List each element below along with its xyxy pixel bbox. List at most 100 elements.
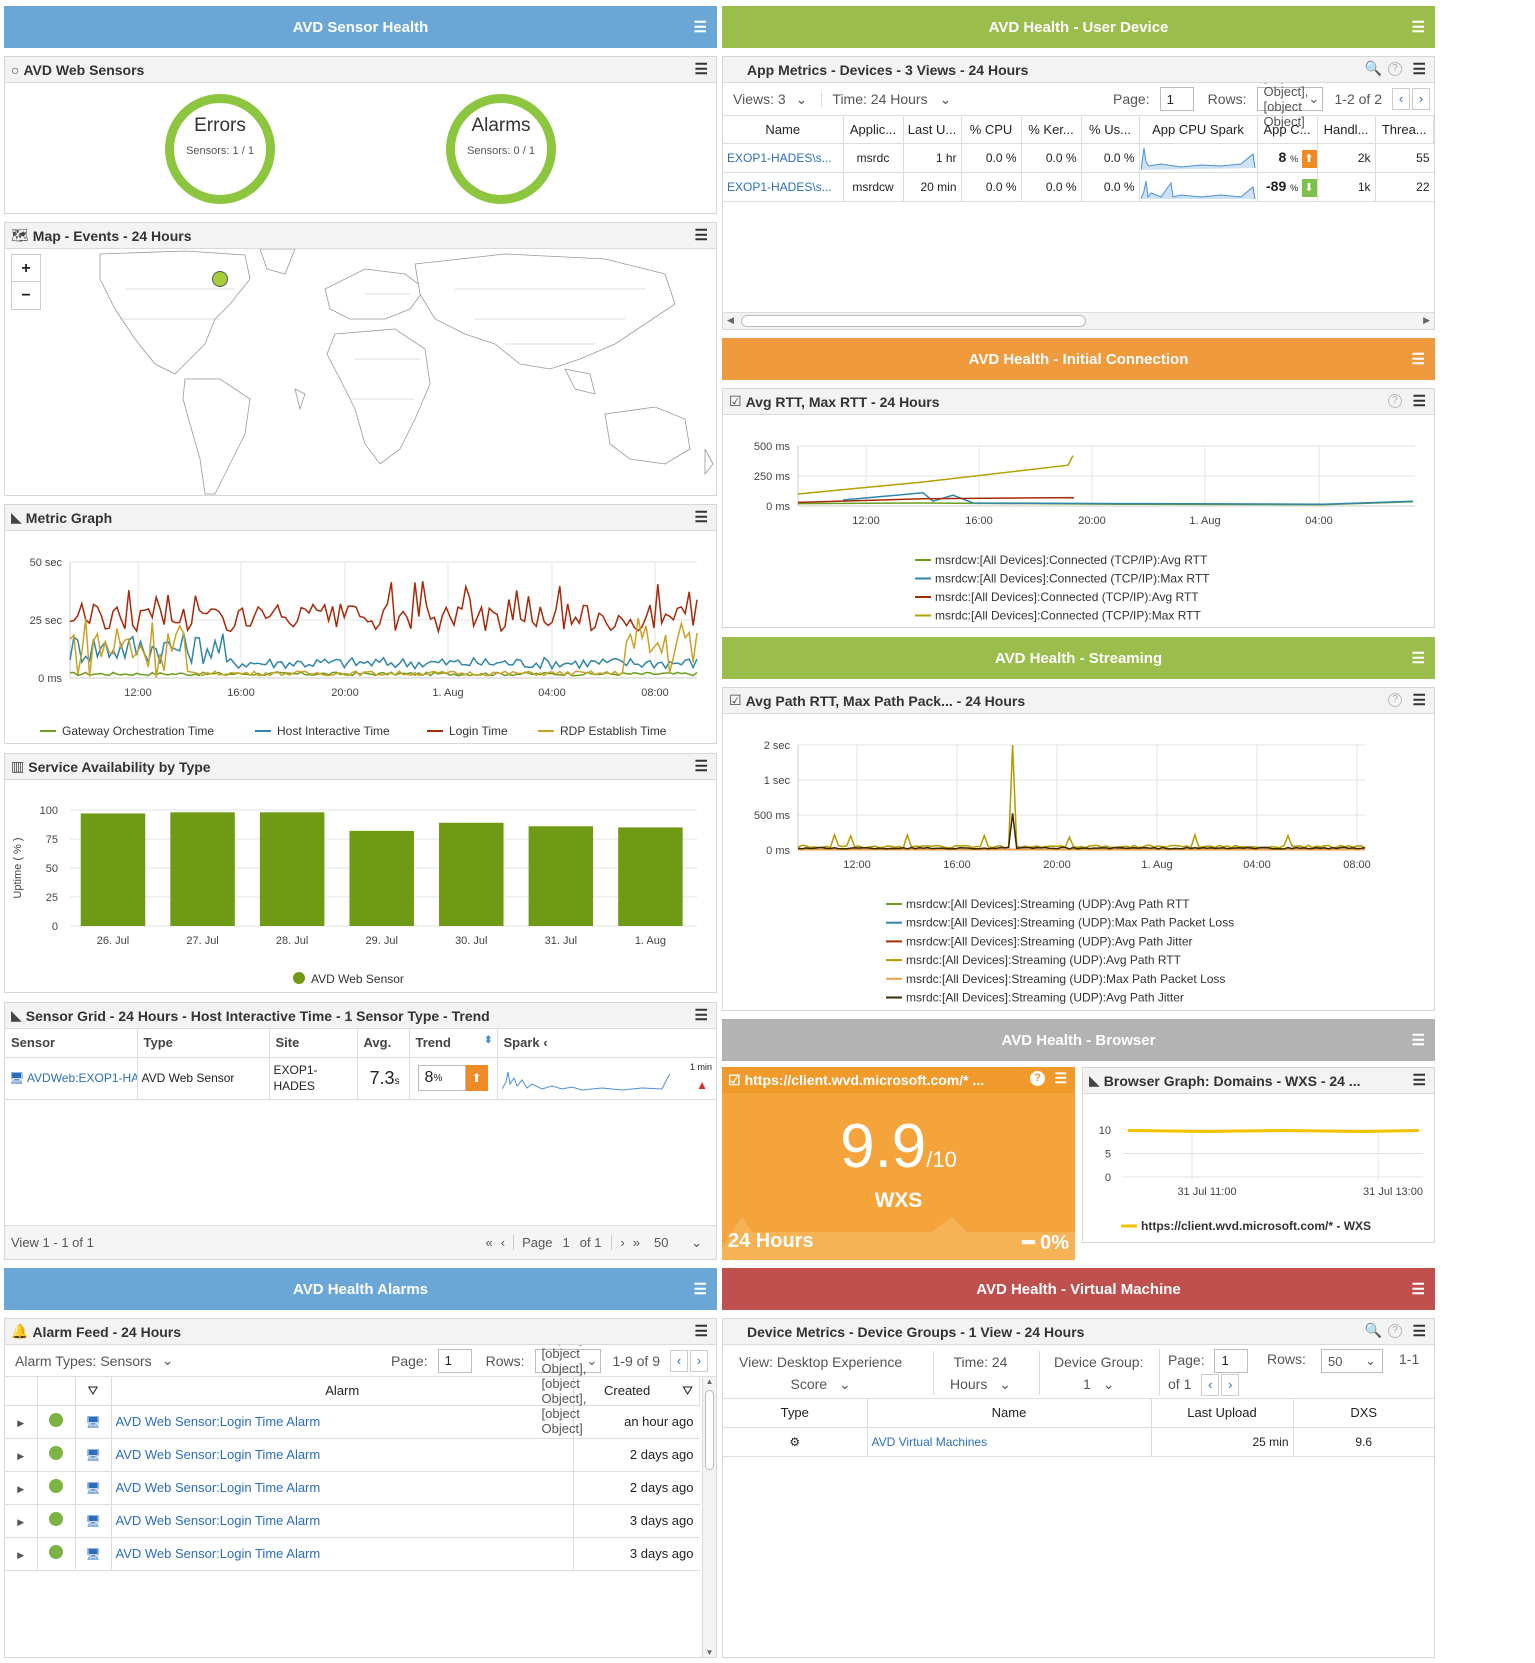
column-header[interactable]: ⛛ [75,1377,112,1406]
scroll-left-icon[interactable]: ◀ [727,315,734,325]
search-icon[interactable]: 🔍 [1364,1322,1382,1338]
table-row[interactable]: ▶ 🖥 AVD Web Sensor:Login Time Alarm 3 days … [5,1537,700,1571]
first-page-icon[interactable]: « [485,1235,493,1250]
prev-page-button[interactable]: ‹ [1201,1374,1220,1396]
table-row[interactable]: EXOP1-HADES\s... msrdc 1 hr 0.0 % 0.0 % 0.0 %… [723,143,1434,173]
path-chart[interactable]: 2 sec 1 sec 500 ms 0 ms 12:00 16:00 20:00 1. Au… [723,714,1434,1010]
time-select[interactable]: Time: 24 Hours ⌄ [933,1351,1011,1395]
chevron-down-icon[interactable]: ⌄ [161,1352,174,1368]
expand-icon[interactable]: ▶ [17,1516,25,1527]
column-header[interactable]: Name [723,115,844,144]
device-name-link[interactable]: EXOP1-HADES\s... [727,180,832,194]
alarm-link[interactable]: AVD Web Sensor:Login Time Alarm [115,1480,321,1495]
column-header[interactable]: Site [269,1029,358,1058]
page-input[interactable]: 1 [1159,87,1194,111]
menu-icon[interactable]: ☰ [694,1007,708,1024]
table-row[interactable]: EXOP1-HADES\s... msrdcw 20 min 0.0 % 0.0 % 0.… [723,172,1434,202]
alarms-gauge[interactable]: Alarms Sensors: 0 / 1 [446,94,556,204]
rows-select[interactable]: [object Object],[object Object],[object … [534,1319,601,1436]
column-header[interactable]: % Us... [1081,115,1140,144]
next-page-button[interactable]: › [1412,88,1430,110]
alarm-types-filter[interactable]: Alarm Types: Sensors [15,1352,152,1369]
menu-icon[interactable]: ☰ [1412,1323,1426,1340]
next-page-button[interactable]: › [1221,1374,1240,1396]
availability-chart[interactable]: 100 75 50 25 0 Uptime ( % ) 26. Jul 27. Jul 28. … [5,780,716,992]
time-select[interactable]: Time: 24 Hours [821,91,928,107]
menu-icon[interactable]: ☰ [1411,19,1425,36]
column-header[interactable]: App CPU Spark [1139,115,1258,144]
sensor-location-marker[interactable] [212,271,228,287]
column-header[interactable]: Applic... [843,115,904,144]
prev-page-icon[interactable]: ‹ [500,1235,506,1250]
prev-page-button[interactable]: ‹ [670,1349,688,1372]
expand-icon[interactable]: ▶ [17,1450,25,1461]
device-name-link[interactable]: EXOP1-HADES\s... [727,151,832,165]
page-input[interactable]: 1 [437,1348,472,1373]
column-header[interactable]: Last U... [903,115,962,144]
search-icon[interactable]: 🔍 [1364,60,1382,76]
filter-icon[interactable]: ⛛ [87,1382,99,1398]
world-map[interactable] [5,249,716,495]
expand-icon[interactable]: ▶ [17,1417,25,1428]
column-header[interactable]: Created ⛛ [573,1377,700,1406]
scroll-thumb[interactable] [705,1390,714,1470]
column-header[interactable]: App C... [1257,115,1318,144]
column-header[interactable]: Type [137,1029,270,1058]
column-header[interactable]: Name [867,1399,1152,1428]
sensor-link[interactable]: AVDWeb:EXOP1-HADES [26,1071,136,1085]
last-page-icon[interactable]: » [632,1235,640,1250]
device-group-link[interactable]: AVD Virtual Machines [871,1434,988,1449]
menu-icon[interactable]: ☰ [1412,393,1426,410]
alarm-link[interactable]: AVD Web Sensor:Login Time Alarm [115,1513,321,1528]
warning-icon[interactable]: ▲ [696,1077,708,1092]
expand-icon[interactable]: ▶ [17,1549,25,1560]
column-header[interactable]: Spark ‹ [497,1029,716,1058]
help-icon[interactable]: ? [1388,1324,1402,1338]
alarm-link[interactable]: AVD Web Sensor:Login Time Alarm [115,1546,321,1561]
chevron-down-icon[interactable]: ⌄ [939,90,952,107]
rows-select[interactable]: 50 ⌄ [1321,1349,1383,1373]
filter-icon[interactable]: ⛛ [682,1382,693,1398]
wxs-tile[interactable]: ☑ https://client.wvd.microsoft.com/* ... … [722,1067,1075,1260]
rows-select[interactable]: [object Object],[object Object]⌄ [1256,69,1323,129]
column-header[interactable]: Alarm [111,1377,574,1406]
menu-icon[interactable]: ☰ [693,1281,707,1298]
errors-gauge[interactable]: Errors Sensors: 1 / 1 [165,94,275,204]
scroll-up-icon[interactable]: ▲ [705,1377,714,1386]
column-header[interactable]: Handl... [1317,115,1376,144]
menu-icon[interactable]: ☰ [1412,1072,1426,1089]
sort-icon[interactable]: ⬍ [484,1035,493,1047]
page-input[interactable]: 1 [562,1235,570,1250]
menu-icon[interactable]: ☰ [1412,692,1426,709]
help-icon[interactable]: ? [1388,693,1402,707]
column-header[interactable]: Type [723,1399,868,1428]
table-row[interactable]: 🖥 AVDWeb:EXOP1-HADES AVD Web Sensor EXOP… [5,1057,716,1100]
column-header[interactable]: % CPU [961,115,1022,144]
expand-icon[interactable]: ▶ [17,1483,25,1494]
table-row[interactable]: ▶ 🖥 AVD Web Sensor:Login Time Alarm an hour… [5,1405,700,1439]
next-page-button[interactable]: › [690,1349,708,1372]
table-row[interactable]: ▶ 🖥 AVD Web Sensor:Login Time Alarm 2 days … [5,1438,700,1472]
metric-graph-chart[interactable]: 50 sec 25 sec 0 ms 12:00 16:00 20:00 1. Aug 04:… [5,531,716,743]
views-select[interactable]: Views: 3 [733,91,786,107]
browser-chart[interactable]: 10 5 0 31 Jul 11:00 31 Jul 13:00 https://clie… [1083,1094,1434,1242]
column-header[interactable]: Sensor [5,1029,138,1058]
menu-icon[interactable]: ☰ [694,758,708,775]
menu-icon[interactable]: ☰ [1054,1070,1067,1086]
alarm-link[interactable]: AVD Web Sensor:Login Time Alarm [115,1414,321,1429]
view-select[interactable]: View: Desktop Experience Score ⌄ [739,1351,902,1395]
scroll-thumb[interactable] [741,315,1086,327]
zoom-in-button[interactable]: + [12,255,40,282]
vertical-scrollbar[interactable]: ▲ ▼ [702,1377,716,1657]
help-icon[interactable]: ? [1388,394,1402,408]
menu-icon[interactable]: ☰ [693,19,707,36]
menu-icon[interactable]: ☰ [1412,61,1426,78]
column-header[interactable]: Threa... [1375,115,1434,144]
column-header[interactable]: DXS [1293,1399,1434,1428]
menu-icon[interactable]: ☰ [694,509,708,526]
prev-page-button[interactable]: ‹ [1392,88,1410,110]
scroll-down-icon[interactable]: ▼ [705,1648,714,1657]
table-row[interactable]: ⚙ AVD Virtual Machines 25 min 9.6 [723,1427,1434,1457]
column-header[interactable]: % Ker... [1021,115,1082,144]
alarm-link[interactable]: AVD Web Sensor:Login Time Alarm [115,1447,321,1462]
